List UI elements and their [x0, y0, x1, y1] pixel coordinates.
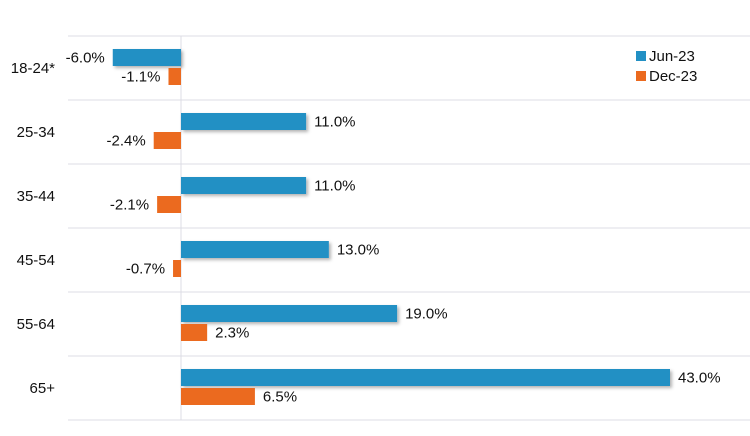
bar-jun-23 — [181, 305, 398, 322]
bar-jun-23 — [181, 369, 670, 386]
data-label: 2.3% — [215, 325, 249, 342]
category-label: 45-54 — [17, 252, 55, 269]
data-label: 11.0% — [314, 114, 355, 131]
bar-dec-23 — [173, 260, 181, 277]
bar-dec-23 — [181, 324, 208, 341]
data-label: -1.1% — [121, 69, 160, 86]
category-label: 55-64 — [17, 316, 55, 333]
data-label: 19.0% — [405, 306, 448, 323]
bar-jun-23 — [181, 177, 307, 194]
data-label: -6.0% — [66, 50, 105, 67]
data-label: -2.4% — [107, 133, 146, 150]
legend-swatch — [636, 51, 646, 61]
legend-label: Dec-23 — [649, 68, 697, 85]
bar-dec-23 — [153, 132, 181, 149]
data-label: 43.0% — [678, 370, 721, 387]
category-label: 35-44 — [17, 188, 55, 205]
bar-dec-23 — [168, 68, 181, 85]
bar-dec-23 — [181, 388, 255, 405]
data-label: -2.1% — [110, 197, 149, 214]
legend-swatch — [636, 71, 646, 81]
bar-jun-23 — [181, 113, 307, 130]
category-label: 18-24* — [11, 60, 55, 77]
data-label: 13.0% — [337, 242, 380, 259]
data-label: 6.5% — [263, 389, 297, 406]
bar-jun-23 — [112, 49, 181, 66]
legend-label: Jun-23 — [649, 48, 695, 65]
category-label: 65+ — [30, 380, 56, 397]
bar-jun-23 — [181, 241, 329, 258]
category-label: 25-34 — [17, 124, 55, 141]
data-label: -0.7% — [126, 261, 165, 278]
bar-dec-23 — [157, 196, 181, 213]
data-label: 11.0% — [314, 178, 355, 195]
